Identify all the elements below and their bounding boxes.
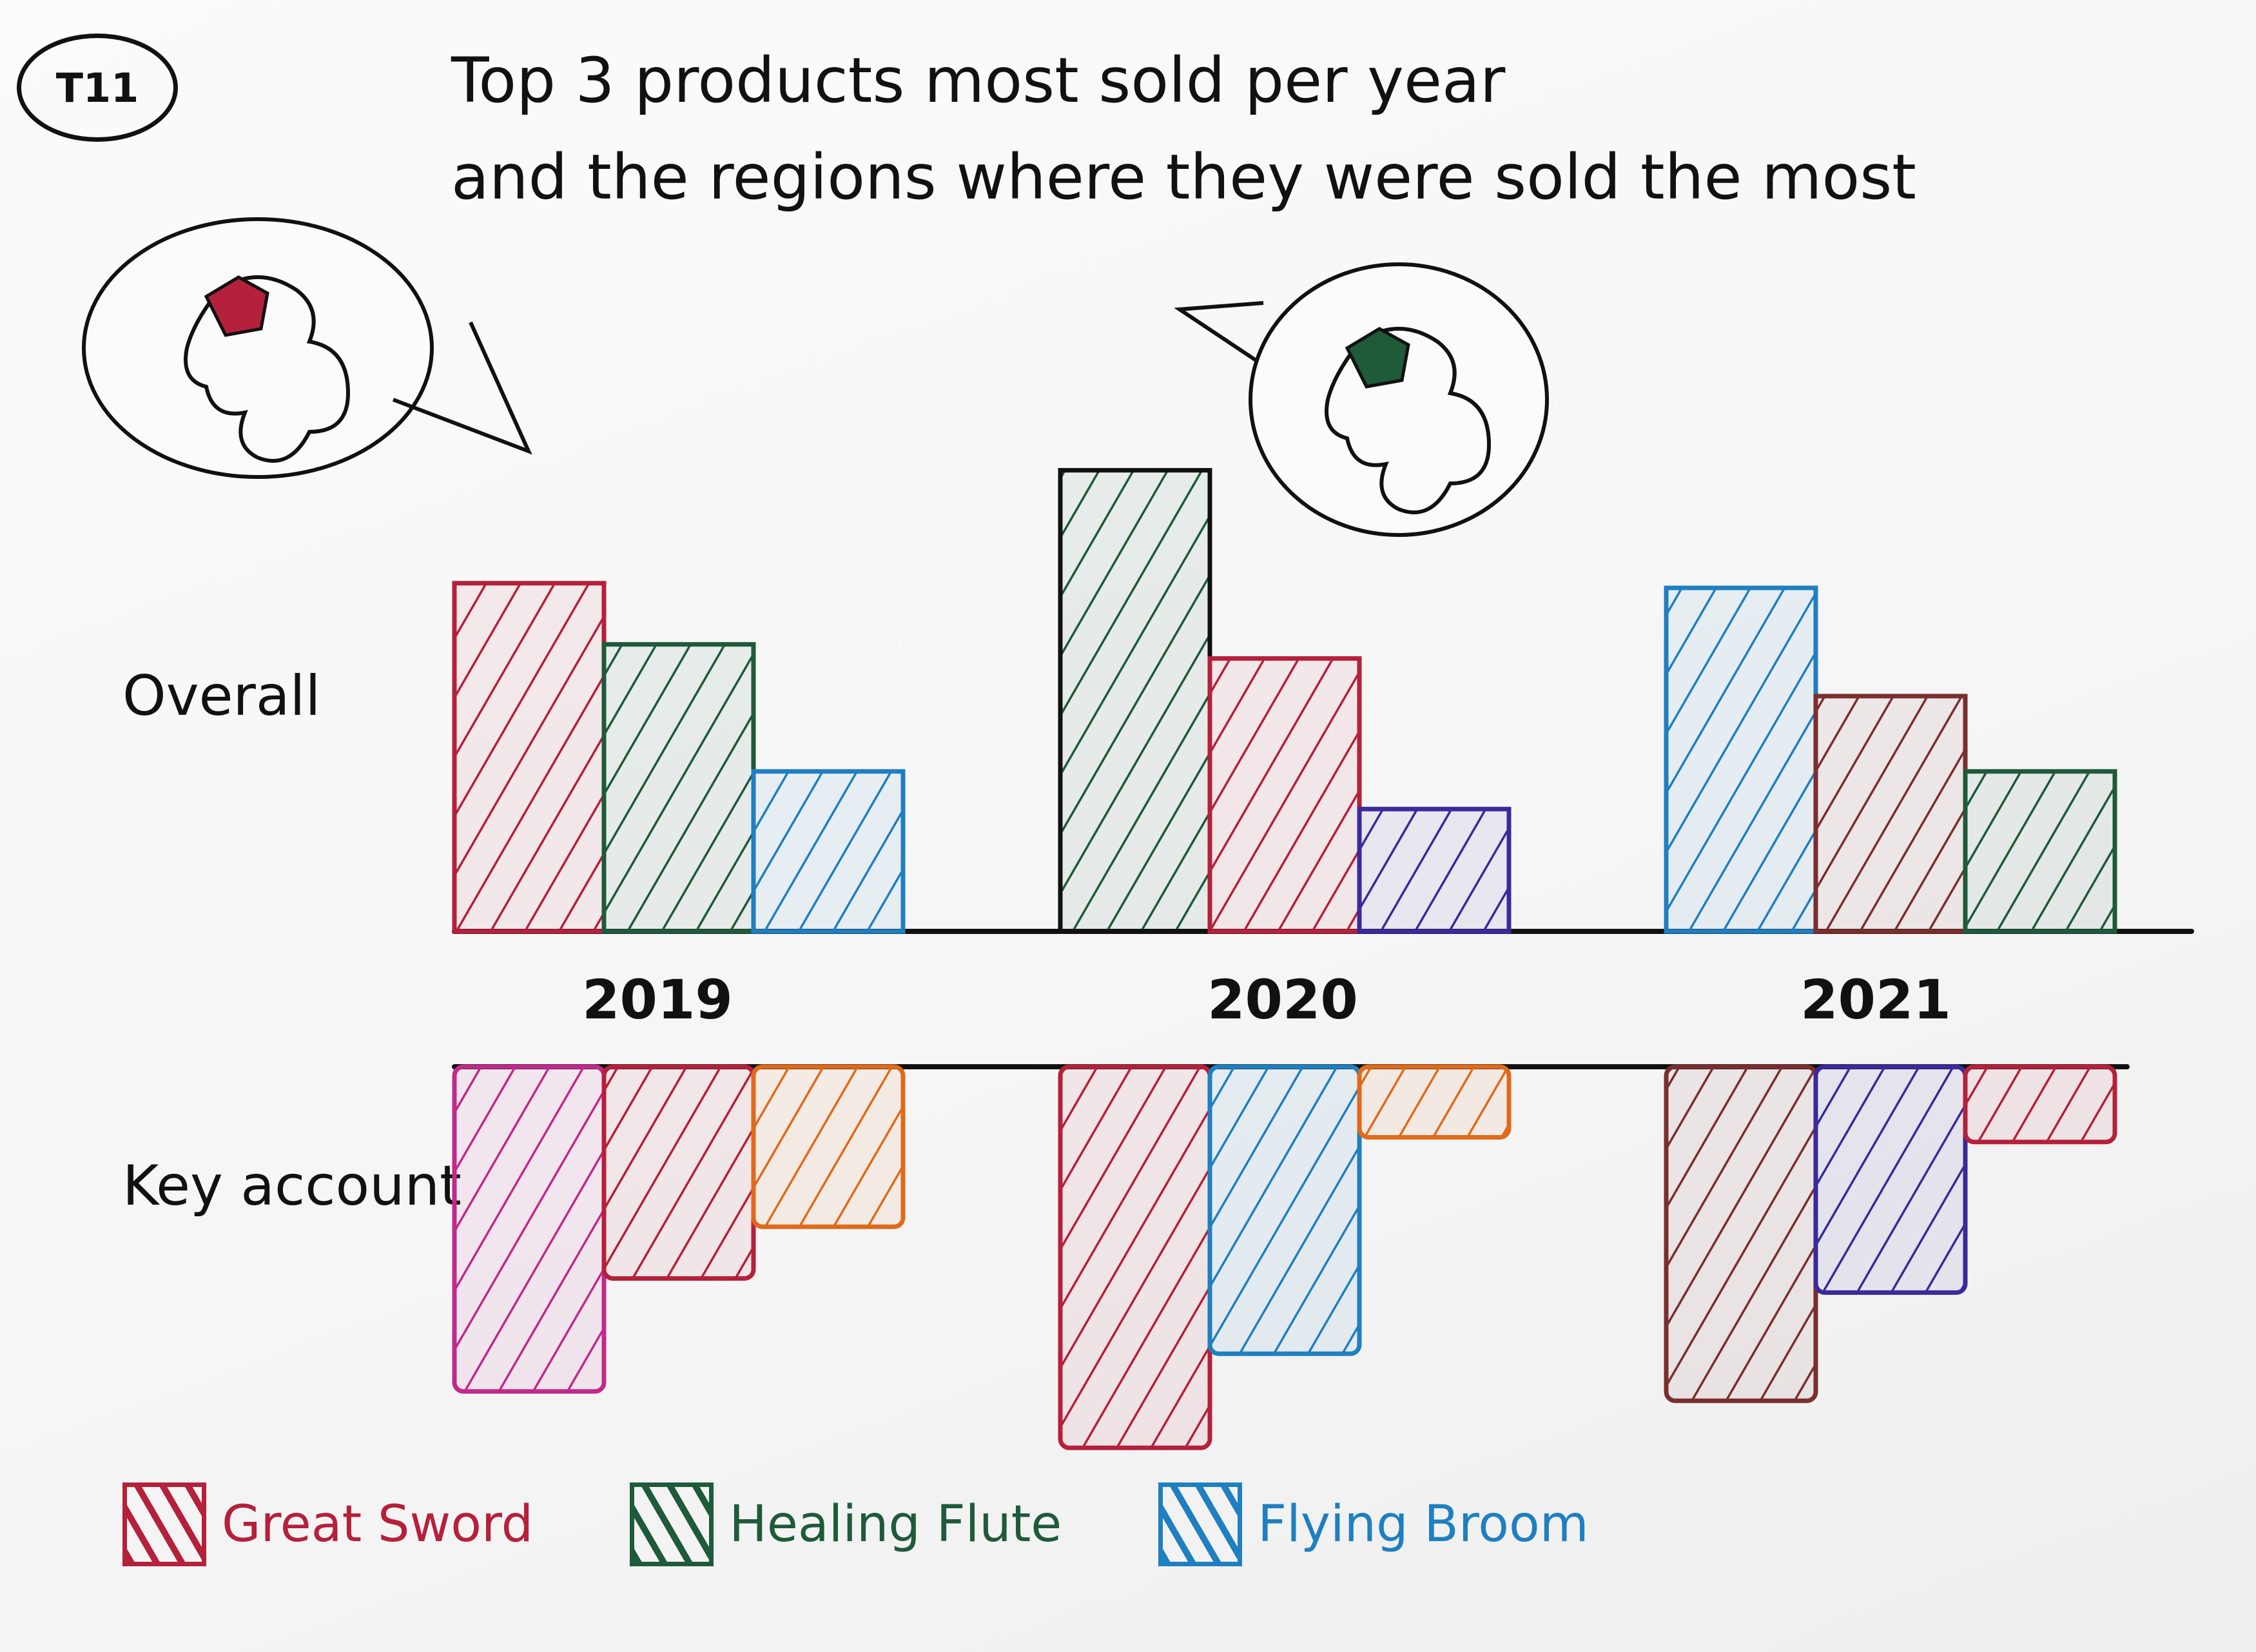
- year-label-2019: 2019: [582, 968, 733, 1031]
- page-stamp: T11: [17, 34, 178, 142]
- bar-key-account-2019-unlabeled: [452, 1064, 607, 1394]
- bar-overall-2021-unlabeled: [1813, 694, 1968, 934]
- row-label-overall: Overall: [122, 664, 321, 728]
- bar-overall-2019-healing-flute: [601, 642, 756, 934]
- bar-overall-2020-great-sword: [1207, 656, 1362, 934]
- bar-key-account-2020-flying-broom: [1207, 1064, 1362, 1356]
- bar-overall-2019-flying-broom: [751, 769, 906, 934]
- bar-key-account-2019-unlabeled: [751, 1064, 906, 1229]
- legend-item-flying-broom: Flying Broom: [1158, 1482, 1589, 1566]
- callout-tail: [392, 321, 532, 455]
- callout-bubble: [82, 217, 434, 479]
- year-label-2020: 2020: [1207, 968, 1358, 1031]
- row-label-key-account: Key account: [122, 1154, 462, 1218]
- callout-2019: [82, 217, 532, 479]
- callout-tail: [1174, 301, 1264, 363]
- legend-label: Great Sword: [222, 1495, 534, 1553]
- callout-2020: [1174, 262, 1549, 537]
- legend-label: Flying Broom: [1258, 1495, 1589, 1553]
- bar-overall-2021-flying-broom: [1664, 585, 1818, 934]
- bar-key-account-2020-great-sword: [1058, 1064, 1212, 1450]
- bar-overall-2020-unlabeled: [1357, 806, 1512, 934]
- bar-key-account-2019-great-sword: [601, 1064, 756, 1281]
- legend: Great Sword Healing Flute Flying Broom: [122, 1482, 1589, 1566]
- region-map-icon: [184, 275, 351, 463]
- bar-key-account-2020-unlabeled: [1357, 1064, 1512, 1140]
- bar-overall-2019-great-sword: [452, 581, 607, 934]
- bar-key-account-2021-unlabeled: [1813, 1064, 1968, 1295]
- legend-item-great-sword: Great Sword: [122, 1482, 533, 1566]
- title-line-2: and the regions where they were sold the…: [451, 141, 1916, 213]
- legend-swatch: [122, 1482, 206, 1566]
- bar-overall-2021-healing-flute: [1963, 769, 2117, 934]
- legend-item-healing-flute: Healing Flute: [630, 1482, 1062, 1566]
- chart-title: Top 3 products most sold per year and th…: [451, 32, 2192, 226]
- legend-swatch: [630, 1482, 714, 1566]
- bar-key-account-2021-unlabeled: [1664, 1064, 1818, 1403]
- region-map-icon: [1325, 327, 1492, 514]
- bar-overall-2020-healing-flute: [1058, 468, 1212, 934]
- region-highlight: [1345, 327, 1410, 389]
- title-line-1: Top 3 products most sold per year: [451, 44, 1506, 117]
- region-highlight: [204, 275, 269, 337]
- bar-key-account-2021-great-sword: [1963, 1064, 2117, 1145]
- legend-swatch: [1158, 1482, 1243, 1566]
- year-label-2021: 2021: [1800, 968, 1951, 1031]
- callout-bubble: [1249, 262, 1549, 537]
- legend-label: Healing Flute: [729, 1495, 1062, 1553]
